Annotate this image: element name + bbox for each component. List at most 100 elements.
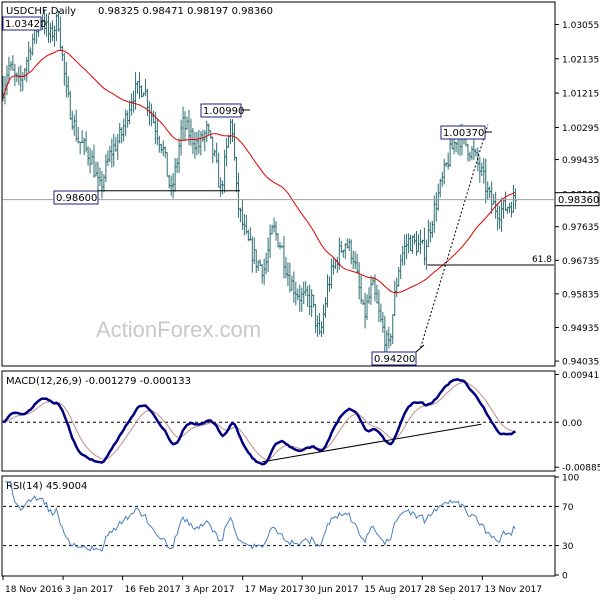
ohlc-bar	[138, 72, 142, 99]
ohlc-bar	[120, 127, 124, 144]
x-axis-tick-label: 17 May 2017	[245, 585, 304, 595]
ohlc-bar	[104, 154, 108, 183]
ohlc-bar	[242, 213, 246, 236]
ohlc-bar	[90, 150, 94, 165]
macd-axis: 0.009411 0.00 -0.008852	[555, 371, 600, 474]
axis-tick-label: 70	[562, 503, 574, 513]
ohlc-bar	[327, 276, 331, 292]
ohlc-bar	[312, 294, 316, 308]
macd-label: MACD(12,26,9) -0.001279 -0.000133	[6, 376, 191, 387]
ohlc-bar	[92, 144, 96, 178]
ohlc-bar	[316, 315, 320, 337]
rsi-line	[5, 481, 516, 552]
x-axis-tick-label: 28 Sep 2017	[424, 585, 481, 595]
ohlc-bar	[254, 249, 258, 273]
ohlc-bar	[74, 109, 78, 142]
ohlc-bar	[322, 304, 326, 334]
ohlc-bar	[50, 20, 54, 41]
current-price-value: 0.98360	[558, 195, 599, 206]
ohlc-bar	[236, 172, 240, 218]
price-annotation-text: 0.98600	[56, 193, 97, 204]
ohlc-bar	[116, 133, 120, 161]
ohlc-bar	[9, 61, 13, 71]
ohlc-bar	[502, 199, 506, 219]
axis-tick-label: 100	[562, 474, 579, 484]
ohlc-bar	[448, 136, 452, 167]
ohlc-bar	[141, 92, 145, 97]
ohlc-bar	[302, 281, 306, 305]
ohlc-bar	[504, 191, 508, 212]
ohlc-bar	[306, 285, 310, 307]
ohlc-bar	[225, 137, 229, 167]
ohlc-bar	[195, 131, 199, 156]
ohlc-bar	[52, 25, 56, 47]
macd-trend-line	[261, 423, 482, 463]
ohlc-bar	[391, 314, 395, 345]
ohlc-bar	[389, 333, 393, 347]
time-axis: 18 Nov 2016 3 Jan 2017 16 Feb 2017 3 Apr 20…	[2, 576, 542, 595]
ohlc-bar	[270, 224, 274, 235]
ohlc-bar	[282, 236, 286, 279]
ohlc-bar	[300, 287, 304, 312]
ohlc-bar	[318, 312, 322, 335]
ohlc-bar	[181, 106, 185, 141]
ohlc-bar	[507, 202, 511, 213]
ohlc-bar	[432, 195, 436, 233]
axis-tick-label: 1.01215	[562, 90, 599, 100]
ohlc-bar	[143, 78, 147, 97]
ohlc-bar	[367, 287, 371, 304]
ohlc-bar	[234, 156, 238, 193]
ohlc-bar	[349, 239, 353, 265]
ohlc-bar	[58, 16, 62, 51]
ohlc-bar	[47, 15, 51, 43]
macd-line	[2, 377, 516, 466]
ohlc-bar	[276, 233, 280, 248]
ohlc-bar	[403, 234, 407, 266]
ohlc-bar	[430, 220, 434, 238]
ohlc-bar	[215, 142, 219, 164]
ohlc-bar	[329, 258, 333, 289]
ohlc-bar	[149, 103, 153, 127]
macd-panel-frame	[1, 370, 556, 472]
ohlc-bar	[11, 55, 15, 71]
ohlc-bar	[361, 299, 365, 306]
ohlc-bar	[136, 81, 140, 94]
ohlc-bar	[223, 149, 227, 193]
ohlc-bar	[472, 139, 476, 160]
ohlc-bar	[54, 14, 58, 42]
ohlc-bar	[15, 72, 19, 83]
price-trend-line	[420, 124, 489, 348]
ohlc-bar	[353, 251, 357, 270]
ohlc-bar	[231, 119, 235, 142]
x-axis-tick-label: 3 Jan 2017	[65, 585, 113, 595]
ohlc-bar	[157, 135, 161, 153]
ohlc-bar	[122, 118, 126, 142]
ohlc-bar	[167, 175, 171, 189]
fib-618-label: 61.8	[532, 255, 552, 265]
annotation-connector	[415, 344, 425, 353]
rsi-label: RSI(14) 45.9004	[6, 481, 87, 492]
ohlc-bar	[278, 241, 282, 250]
rsi-axis: 100 70 30 0	[555, 474, 579, 582]
ohlc-bar	[310, 289, 314, 317]
ohlc-bar	[100, 170, 104, 199]
ohlc-bar	[211, 136, 215, 164]
ohlc-bar	[118, 123, 122, 144]
ohlc-bar	[387, 326, 391, 349]
ohlc-bar	[434, 192, 438, 222]
price-annotation: 1.00990	[200, 103, 244, 118]
ohlc-bar	[480, 162, 484, 176]
ohlc-bar	[511, 184, 515, 213]
ohlc-bar	[193, 131, 197, 159]
ohlc-bar	[298, 284, 302, 312]
axis-tick-label: 1.03055	[562, 21, 599, 31]
ohlc-bar	[355, 253, 359, 274]
ohlc-bar	[274, 221, 278, 241]
ohlc-bar	[62, 53, 66, 86]
ohlc-bar	[377, 289, 381, 323]
ohlc-bar	[126, 110, 130, 128]
ohlc-bar	[130, 93, 134, 116]
ohlc-bar	[262, 258, 266, 285]
ohlc-bar	[151, 110, 155, 124]
